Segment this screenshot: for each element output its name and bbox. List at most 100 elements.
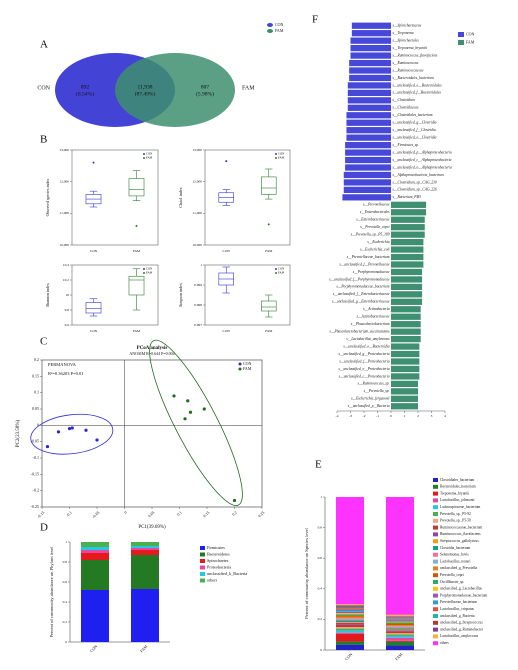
bar [391,395,418,402]
bar [391,283,423,291]
bar-segment [81,590,109,642]
bar-segment [336,616,364,619]
bar-label: s__Clostridium_sp._CAG_230 [393,180,437,184]
bar-segment [386,630,414,632]
bar [391,373,420,380]
bar-segment [336,627,364,629]
legend-label: others [207,577,218,582]
bar [347,89,391,97]
y-axis-label: Chao1 index [178,187,183,207]
bar-segment [131,546,159,548]
bar [391,328,421,335]
bar [345,164,391,171]
y-tick-label: 0.05 [32,406,39,411]
bar-label: s__unclassified_c__Alphaproteobacteria [393,158,452,162]
bar-segment [386,626,414,628]
y-tick-label: 0.998 [194,303,202,307]
y-axis-label: Simpson index [178,283,183,307]
y-tick-label: 10.4 [63,263,69,267]
bar [343,171,391,179]
x-axis-label: PC1(39.69%) [138,525,166,530]
bar-label: s__unclassified_f__Bacteroidales [393,91,442,95]
bar [391,246,424,253]
bar-segment [336,608,364,610]
plot-frame [204,149,291,246]
point [188,410,193,414]
x-tick-label: FAM [265,249,273,253]
bar-segment [81,547,109,550]
panel-label: D [40,522,48,534]
bar-label: s__unclassified_c__Proteobacteria [339,374,390,378]
bar-segment [386,645,414,650]
x-tick-label: -2 [363,414,366,418]
bar-label: s__unclassified_g__Proteobacteria [339,352,390,356]
bar-label: s__unclassified_p__Alphaproteobacteria [393,150,452,154]
y-tick-label: 0.2 [318,617,323,621]
bar [343,179,391,186]
legend-swatch [433,600,438,605]
chart-title: PCoA analysis [137,346,168,351]
bar-label: s__Prevotellaceae_bacterium [347,255,390,259]
x-tick-label: -3 [349,414,352,418]
y-tick-label: -0.25 [31,504,39,509]
bar-label: s__Clostridium_sp._CAG_226 [393,188,437,192]
bar-segment [386,640,414,642]
legend-label: FAM [278,156,285,160]
x-tick-label: CON [223,329,231,333]
bar-label: s__Clostridiales_bacterium [393,113,433,117]
bar-segment [386,617,414,618]
bar [391,291,423,298]
y-tick-label: 0.1 [34,390,39,395]
legend-swatch [433,484,438,489]
legend-swatch [433,614,438,618]
bar [391,253,424,261]
legend-label: CON [278,267,285,271]
x-tick-label: -1 [376,414,379,418]
chart-subtitle: ANOSIM R=0.644 P=0.004 [129,351,174,356]
point [67,427,72,431]
bar [346,127,391,134]
legend-label: Prevotella_sp._P5-50 [440,519,471,523]
legend-swatch [433,586,438,591]
bar-label: s__Alphaproteobacteria_bacterium [393,173,445,177]
set-label: CON [37,85,50,91]
bar [391,403,418,410]
x-tick-label: FAM [133,329,141,333]
point [56,430,61,434]
confidence-ellipse [30,413,114,455]
bar-label: s__Spirochaetales [393,38,420,42]
legend-label: CON [146,152,153,156]
legend-swatch [433,620,438,625]
legend-swatch [433,593,438,598]
legend-swatch [200,565,205,570]
panel-label: F [312,14,318,26]
legend-label: Proteobacteria [207,564,231,569]
legend-swatch [433,478,438,482]
bar [349,59,391,67]
legend-label: Oscillibacter_sp. [440,580,464,584]
y-tick-label: 0 [65,640,67,644]
bar-segment [336,607,364,609]
bar-label: s__Enterobacteriaceae [356,218,390,222]
bar-label: s__Bacteroidales_bacterium [393,76,435,80]
y-tick-label: 1 [65,540,67,544]
y-axis-label: Percent of community abundance on Specie… [304,527,309,618]
legend-swatch [433,552,438,557]
plot-frame [204,264,291,326]
region-count: 807 [201,84,210,90]
y-tick-label: -0.05 [31,439,39,444]
legend-label: Bacteroidetes [207,551,230,556]
bar-label: s__unclassified_f__Porphyromonadaceae [329,277,390,281]
legend-label: Clostridia_bacterium [440,546,471,550]
legend-label: FAM [243,366,252,371]
bar [391,343,420,350]
legend-label: CON [275,22,284,27]
x-tick-label: FAM [265,329,273,333]
legend-label: CON [466,31,475,36]
legend-label: CON [278,152,285,156]
y-tick-label: -0.2 [33,488,39,493]
legend-label: CON [146,267,153,271]
legend-label: unclassified_g_Lactobacillus [440,587,483,591]
legend-marker [267,23,273,27]
bar-segment [386,616,414,618]
